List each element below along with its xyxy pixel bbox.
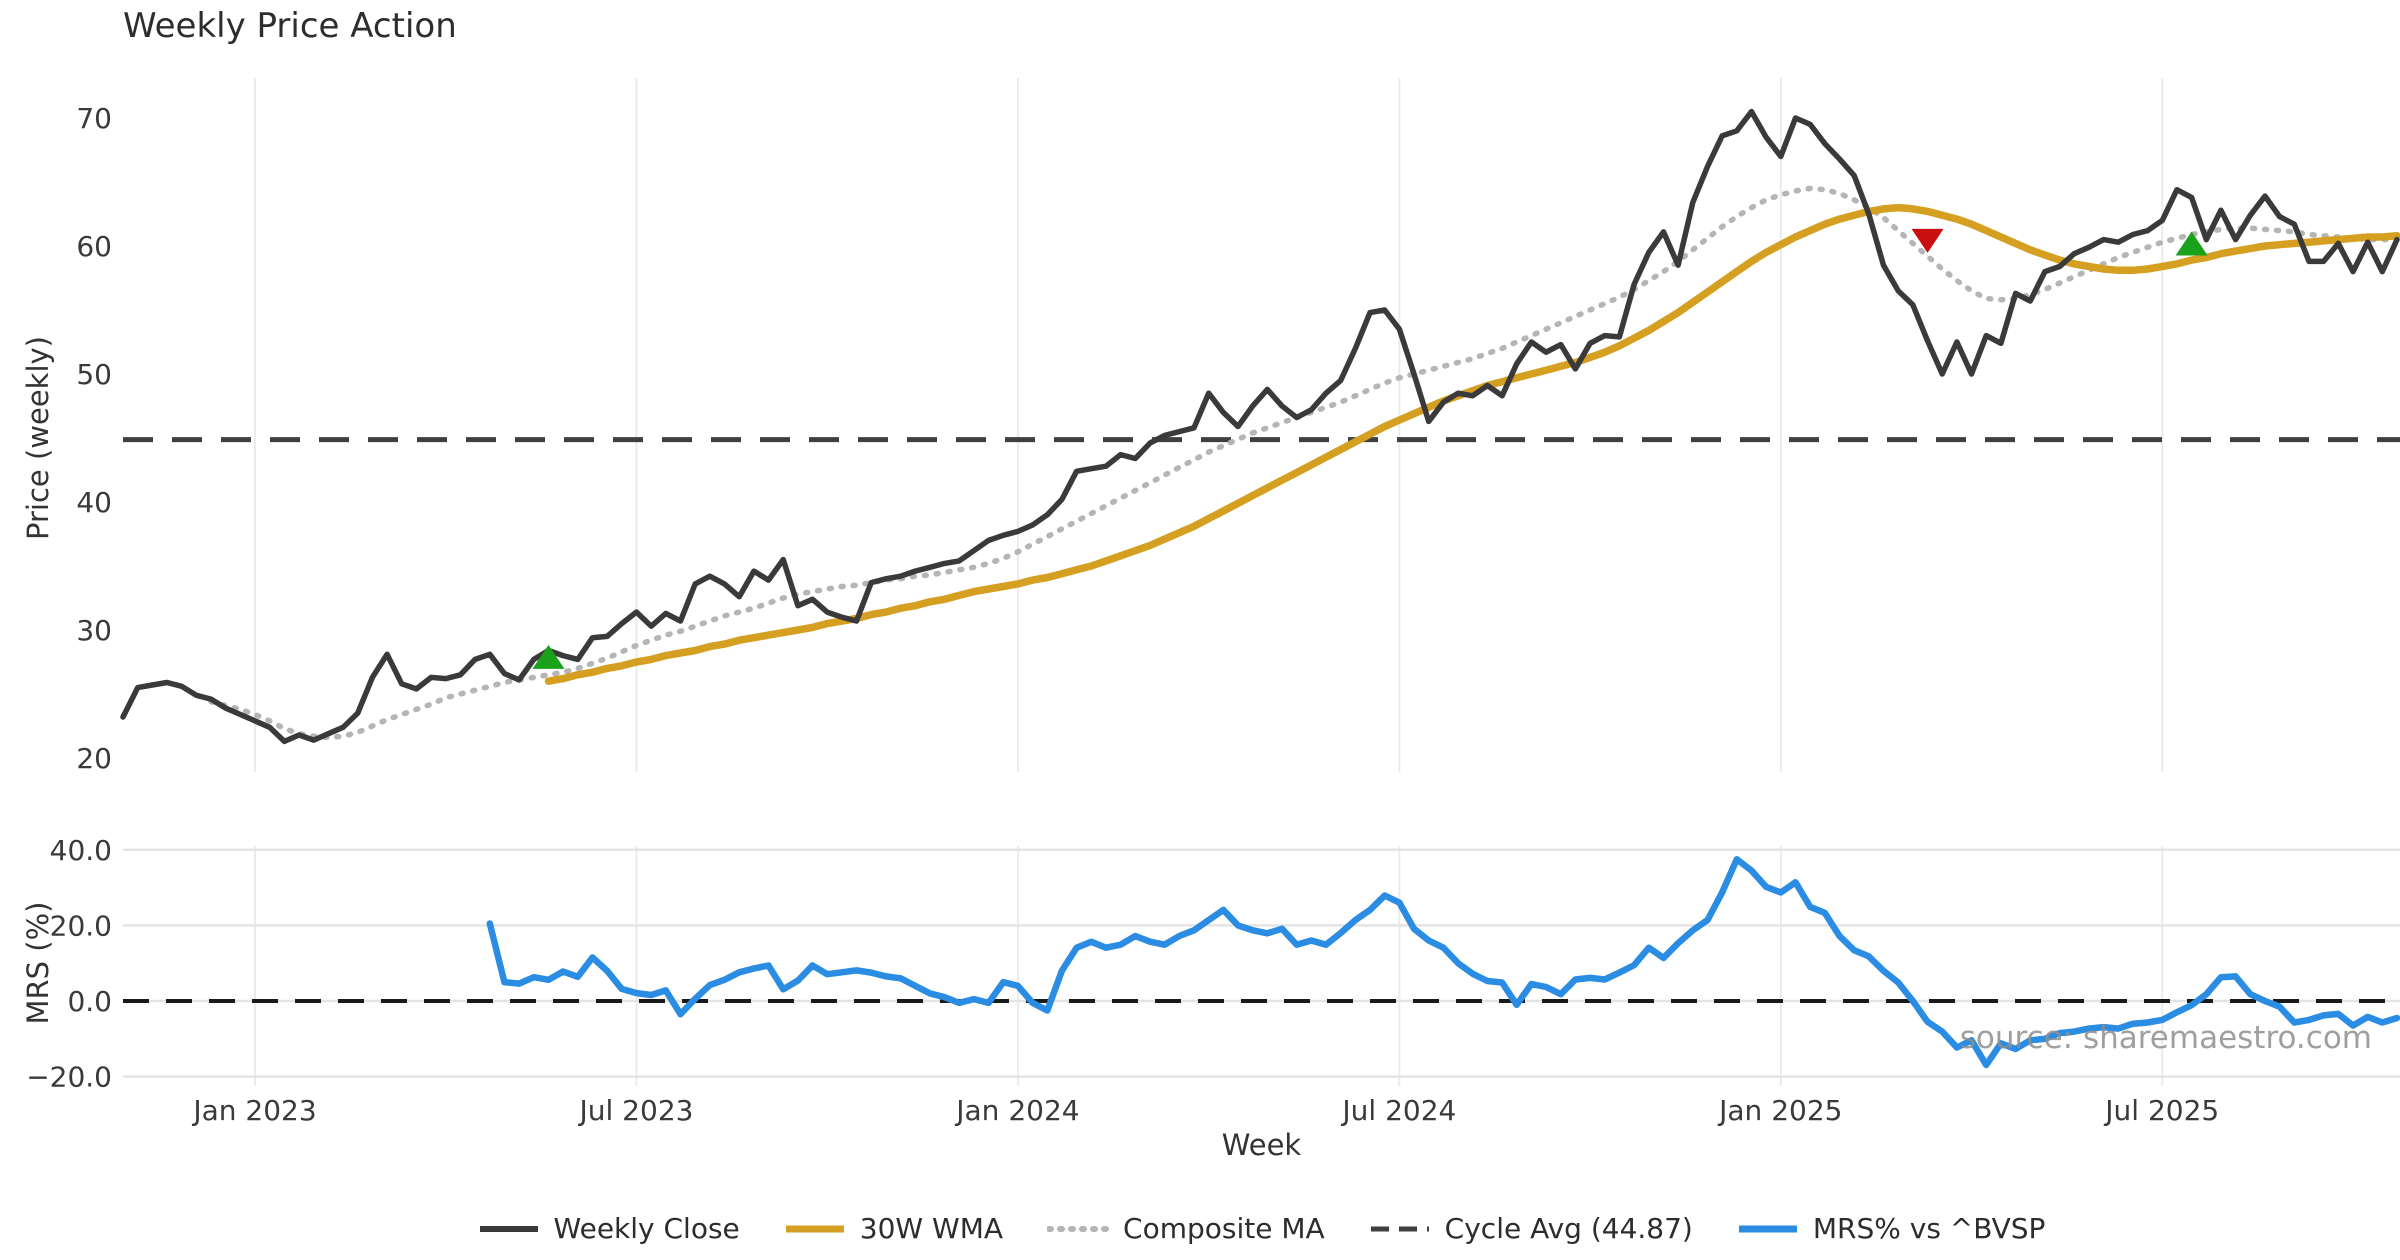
price-ytick-label: 60 bbox=[76, 230, 112, 263]
legend-label-mrs: MRS% vs ^BVSP bbox=[1812, 1212, 2046, 1245]
weekly-close-line-swatch bbox=[479, 1225, 538, 1232]
chart-legend: Weekly Close 30W WMA Composite MA Cycle … bbox=[123, 1212, 2400, 1245]
x-tick-label: Jul 2024 bbox=[1340, 1094, 1456, 1127]
mrs-ytick-label: −20.0 bbox=[26, 1061, 112, 1094]
x-axis-label-wrap: Week bbox=[123, 1128, 2400, 1162]
x-tick-label: Jan 2023 bbox=[191, 1094, 316, 1127]
legend-label-weekly-close: Weekly Close bbox=[553, 1212, 740, 1245]
price-ytick-label: 70 bbox=[76, 102, 112, 135]
x-axis-label: Week bbox=[1221, 1128, 1302, 1162]
price-ytick-label: 50 bbox=[76, 358, 112, 391]
cycle-avg-line-swatch bbox=[1370, 1226, 1429, 1231]
x-tick-label: Jan 2025 bbox=[1717, 1094, 1842, 1127]
mrs-ytick-label: 20.0 bbox=[50, 909, 112, 942]
chart-title: Weekly Price Action bbox=[123, 6, 457, 46]
series-weekly-close bbox=[120, 108, 2400, 745]
price-ytick-label: 20 bbox=[76, 742, 112, 775]
source-watermark: source: sharemaestro.com bbox=[1959, 1020, 2372, 1056]
legend-label-cycle-avg: Cycle Avg (44.87) bbox=[1444, 1212, 1693, 1245]
composite-ma-line-swatch bbox=[1047, 1225, 1110, 1232]
legend-item-30w-wma: 30W WMA bbox=[784, 1212, 1003, 1245]
buy-signal-marker bbox=[532, 644, 565, 669]
series-mrs bbox=[486, 856, 2400, 1069]
x-tick-label: Jul 2025 bbox=[2103, 1094, 2219, 1127]
x-tick-label: Jul 2023 bbox=[578, 1094, 694, 1127]
mrs-axis-label: MRS (%) bbox=[21, 901, 55, 1025]
mrs-ytick-label: 40.0 bbox=[50, 834, 112, 867]
buy-signal-marker bbox=[2175, 231, 2208, 256]
legend-label-30w-wma: 30W WMA bbox=[859, 1212, 1004, 1245]
sell-signal-marker bbox=[1911, 228, 1944, 253]
price-ytick-label: 40 bbox=[76, 486, 112, 519]
wma-line-swatch bbox=[785, 1225, 844, 1232]
legend-label-composite-ma: Composite MA bbox=[1123, 1212, 1325, 1245]
price-ytick-label: 30 bbox=[76, 614, 112, 647]
legend-item-weekly-close: Weekly Close bbox=[478, 1212, 740, 1245]
legend-item-cycle-avg: Cycle Avg (44.87) bbox=[1369, 1212, 1693, 1245]
mrs-ytick-label: 0.0 bbox=[67, 985, 112, 1018]
legend-item-mrs: MRS% vs ^BVSP bbox=[1737, 1212, 2046, 1245]
price-axis-label: Price (weekly) bbox=[21, 335, 55, 541]
legend-item-composite-ma: Composite MA bbox=[1047, 1212, 1325, 1245]
mrs-line-swatch bbox=[1738, 1225, 1797, 1232]
x-tick-label: Jan 2024 bbox=[954, 1094, 1079, 1127]
